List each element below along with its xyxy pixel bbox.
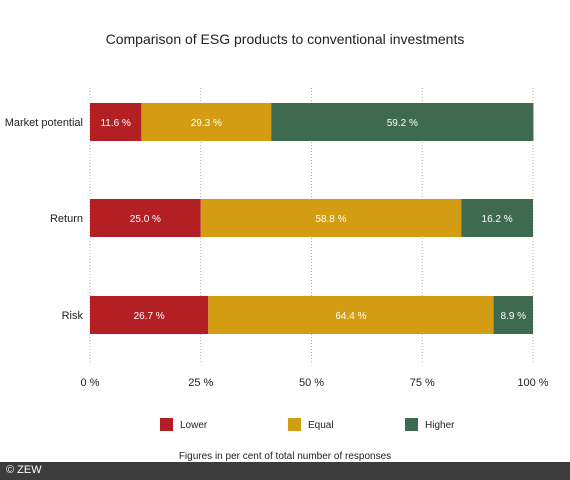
x-tick-label: 100 % (517, 377, 548, 389)
data-label: 8.9 % (500, 311, 526, 322)
data-label: 64.4 % (335, 311, 366, 322)
data-label: 29.3 % (191, 118, 222, 129)
x-tick-label: 25 % (188, 377, 213, 389)
chart-note: Figures in per cent of total number of r… (0, 451, 570, 462)
data-label: 59.2 % (387, 118, 418, 129)
legend-swatch (160, 418, 173, 431)
x-tick-label: 50 % (299, 377, 324, 389)
x-tick-label: 0 % (81, 377, 100, 389)
category-label: Risk (62, 310, 84, 322)
category-label: Market potential (5, 117, 83, 129)
legend-label: Lower (180, 420, 208, 431)
legend-swatch (405, 418, 418, 431)
data-label: 58.8 % (315, 214, 346, 225)
stacked-bar-chart: 11.6 % 29.3 % 59.2 % Market potential 25.0 %… (0, 0, 570, 460)
x-tick-label: 75 % (410, 377, 435, 389)
category-label: Return (50, 213, 83, 225)
legend-label: Equal (308, 420, 334, 431)
data-label: 16.2 % (482, 214, 513, 225)
copyright-credit: © ZEW (6, 464, 42, 476)
legend-swatch (288, 418, 301, 431)
data-label: 11.6 % (100, 118, 130, 129)
data-label: 25.0 % (130, 214, 161, 225)
footer-bar: © ZEW (0, 462, 570, 480)
legend-label: Higher (425, 420, 455, 431)
data-label: 26.7 % (134, 311, 165, 322)
